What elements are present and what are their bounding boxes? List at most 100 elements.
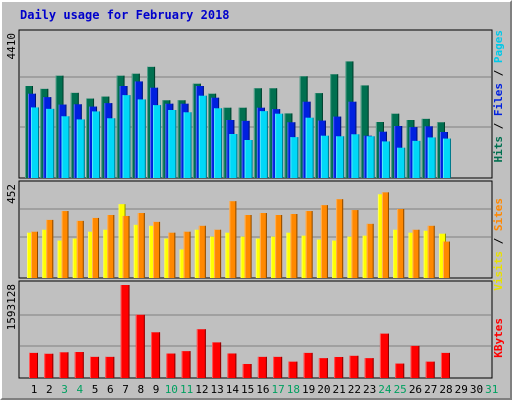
visits-bar-6-hi <box>103 229 105 278</box>
kbytes-bar-12-sh <box>204 329 206 378</box>
sites-bar-2-sh <box>52 219 54 278</box>
day-label-27: 27 <box>424 383 437 396</box>
day-label-10: 10 <box>165 383 178 396</box>
sites-bar-16 <box>259 213 267 278</box>
sites-bar-10 <box>168 232 176 278</box>
sites-bar-9 <box>153 221 161 278</box>
pages-bar-6-hi <box>107 118 109 178</box>
files-bar-21-hi <box>333 116 335 178</box>
day-label-24: 24 <box>378 383 392 396</box>
sites-bar-20 <box>320 205 328 278</box>
kbytes-bar-2-sh <box>52 353 54 378</box>
files-bar-2-hi <box>43 97 45 178</box>
sites-bar-24 <box>381 192 389 278</box>
kbytes-bar-2 <box>44 353 54 378</box>
legend-part: Sites <box>492 198 505 231</box>
sites-bar-12-sh <box>204 225 206 278</box>
sites-bar-25-hi <box>397 209 399 278</box>
visits-bar-21 <box>332 240 340 278</box>
visits-bar-19 <box>301 235 309 278</box>
pages-bar-21-hi <box>336 136 338 178</box>
sites-bar-24-sh <box>387 192 389 278</box>
ymax-label-2: 452 <box>5 184 18 204</box>
kbytes-bar-15-sh <box>250 363 252 378</box>
hits-bar-2-hi <box>40 88 42 178</box>
kbytes-bar-6-sh <box>113 356 115 378</box>
kbytes-bar-21-sh <box>342 356 344 378</box>
kbytes-bar-8-sh <box>143 314 145 378</box>
day-label-15: 15 <box>241 383 254 396</box>
day-label-5: 5 <box>92 383 99 396</box>
day-label-23: 23 <box>363 383 376 396</box>
kbytes-bar-14 <box>227 353 237 378</box>
sites-bar-11 <box>183 231 191 278</box>
hits-bar-18-hi <box>284 113 286 178</box>
sites-bar-4-sh <box>82 220 84 278</box>
pages-bar-27-sh <box>434 137 436 178</box>
pages-bar-2 <box>46 108 55 178</box>
kbytes-bar-17-hi <box>273 356 275 378</box>
hits-bar-17-hi <box>269 88 271 178</box>
sites-bar-22-hi <box>351 210 353 278</box>
visits-bar-15 <box>240 236 248 278</box>
kbytes-bar-28 <box>440 352 450 378</box>
files-bar-20-hi <box>317 120 319 178</box>
files-bar-26-hi <box>409 127 411 178</box>
day-label-20: 20 <box>317 383 330 396</box>
sites-bar-7 <box>122 215 130 278</box>
visits-bar-17 <box>271 236 279 278</box>
sites-bar-6-hi <box>107 214 109 278</box>
visits-bar-8 <box>133 224 141 278</box>
pages-bar-15-hi <box>244 140 246 178</box>
sites-bar-17 <box>275 214 283 278</box>
sites-bar-14-sh <box>235 201 237 278</box>
sites-bar-15 <box>244 214 252 278</box>
kbytes-bar-24-hi <box>379 333 381 378</box>
hits-bar-10-hi <box>162 100 164 178</box>
visits-bar-24 <box>377 194 385 278</box>
files-bar-16-hi <box>256 107 258 178</box>
hits-bar-20-hi <box>314 93 316 178</box>
hits-bar-27-hi <box>421 118 423 178</box>
hits-bar-7-hi <box>116 75 118 178</box>
kbytes-bar-27 <box>425 361 435 378</box>
sites-bar-28 <box>442 241 450 278</box>
pages-bar-9-hi <box>153 105 155 178</box>
pages-bar-22-sh <box>358 134 360 178</box>
visits-bar-24-hi <box>377 194 379 278</box>
kbytes-bar-3-sh <box>67 352 69 378</box>
kbytes-bar-3-hi <box>59 352 61 378</box>
legend-bottom: KBytes <box>492 318 505 358</box>
sites-bar-24-hi <box>381 192 383 278</box>
sites-bar-27-sh <box>433 225 435 278</box>
visits-bar-7-hi <box>118 204 120 278</box>
day-label-12: 12 <box>195 383 208 396</box>
day-label-21: 21 <box>333 383 346 396</box>
pages-bar-18-sh <box>297 137 299 178</box>
pages-bar-25-hi <box>397 147 399 178</box>
pages-bar-17-hi <box>275 113 277 178</box>
visits-bar-10 <box>164 238 172 278</box>
kbytes-bar-13-sh <box>220 342 222 378</box>
day-label-25: 25 <box>394 383 407 396</box>
kbytes-bar-27-sh <box>433 361 435 378</box>
sites-bar-1-sh <box>37 231 38 278</box>
files-bar-23-hi <box>363 135 365 178</box>
visits-bar-3 <box>57 240 65 278</box>
pages-bar-18-hi <box>290 137 292 178</box>
visits-bar-27-hi <box>423 230 425 278</box>
pages-bar-19 <box>305 117 314 178</box>
legend-part: Visits <box>492 251 505 291</box>
day-label-31: 31 <box>485 383 498 396</box>
pages-bar-25-sh <box>404 147 406 178</box>
kbytes-bar-19 <box>303 352 313 378</box>
pages-bar-28-hi <box>442 138 444 178</box>
kbytes-bar-4-hi <box>74 352 76 378</box>
hits-bar-5-hi <box>86 98 88 178</box>
sites-bar-14-hi <box>229 201 231 278</box>
kbytes-bar-1 <box>29 352 38 378</box>
visits-bar-14 <box>225 232 233 278</box>
visits-bar-6 <box>103 229 111 278</box>
sites-bar-13-sh <box>220 229 222 278</box>
hits-bar-23 <box>360 85 369 178</box>
